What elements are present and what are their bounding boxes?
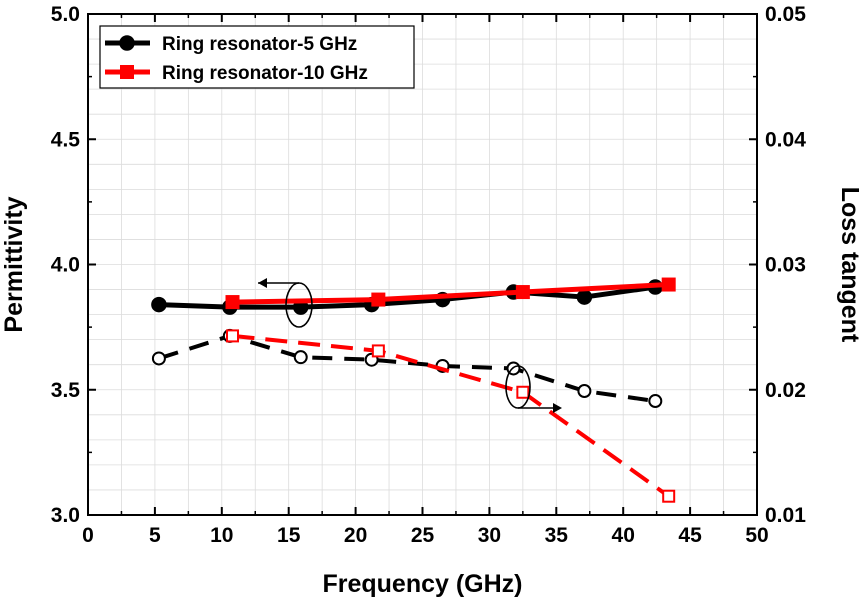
left-arrow-head (258, 278, 267, 288)
y2-tick-label: 0.01 (765, 504, 806, 527)
data-point-open-square (226, 329, 240, 343)
data-point-filled-circle (576, 289, 593, 305)
data-point-filled-square (120, 65, 134, 79)
series-line (232, 282, 669, 305)
legend-box (99, 25, 415, 89)
series-line (158, 333, 656, 404)
y2-tick-label: 0.03 (765, 254, 806, 277)
axes: 0 5 10 15 20 25 30 35 40 45 50 3.0 3.5 4.0 4.5 5.0 0.01 0… (0, 3, 859, 598)
series-loss-tangent-red (226, 329, 676, 503)
y2-axis-title: Loss tangent (836, 187, 859, 343)
legend-label: Ring resonator-5 GHz (162, 34, 357, 55)
y2-tick-label: 0.05 (765, 3, 806, 26)
series-line (158, 284, 656, 310)
axis-indicator-annotations (258, 278, 562, 413)
x-tick-label: 35 (545, 524, 569, 547)
y-tick-label: 4.0 (51, 254, 80, 277)
x-tick-label: 0 (82, 524, 94, 547)
right-arrow-head (553, 403, 562, 413)
data-point-filled-square (225, 295, 240, 310)
data-point-open-circle (293, 350, 308, 365)
data-point-open-square (516, 385, 530, 399)
y-tick-label: 3.5 (51, 379, 81, 402)
legend-entry: Ring resonator-5 GHz (105, 34, 357, 55)
data-point-open-square (662, 489, 676, 503)
data-point-filled-square (371, 292, 386, 307)
data-point-filled-circle (119, 35, 135, 51)
x-tick-label: 45 (678, 524, 702, 547)
legend: Ring resonator-5 GHz Ring resonator-10 GH… (99, 25, 415, 89)
grid-lines (88, 14, 757, 515)
y-tick-label: 5.0 (51, 3, 80, 26)
series-permittivity-red (225, 277, 676, 310)
data-point-open-square (371, 344, 385, 358)
series-loss-tangent-black (151, 328, 663, 409)
data-point-open-circle (648, 394, 663, 409)
x-tick-label: 20 (344, 524, 367, 547)
data-point-filled-square (515, 285, 530, 300)
x-axis-title: Frequency (GHz) (322, 570, 522, 598)
data-point-open-circle (577, 384, 592, 399)
data-point-filled-circle (151, 296, 167, 313)
y-axis-title: Permittivity (0, 196, 28, 332)
data-point-filled-square (661, 277, 676, 292)
x-tick-label: 40 (612, 524, 635, 547)
x-tick-label: 50 (745, 524, 768, 547)
x-tick-label: 5 (149, 524, 161, 547)
y2-tick-label: 0.04 (765, 128, 806, 151)
y-tick-label: 3.0 (51, 504, 80, 527)
legend-label: Ring resonator-10 GHz (162, 63, 368, 84)
x-tick-label: 30 (478, 524, 501, 547)
y2-tick-label: 0.02 (765, 379, 806, 402)
series-layer (151, 277, 676, 503)
y-tick-label: 4.5 (51, 128, 81, 151)
x-tick-label: 25 (411, 524, 435, 547)
x-tick-label: 15 (277, 524, 301, 547)
data-point-open-circle (151, 351, 166, 366)
x-tick-label: 10 (210, 524, 233, 547)
legend-entry: Ring resonator-10 GHz (105, 63, 368, 84)
series-line (232, 333, 670, 498)
